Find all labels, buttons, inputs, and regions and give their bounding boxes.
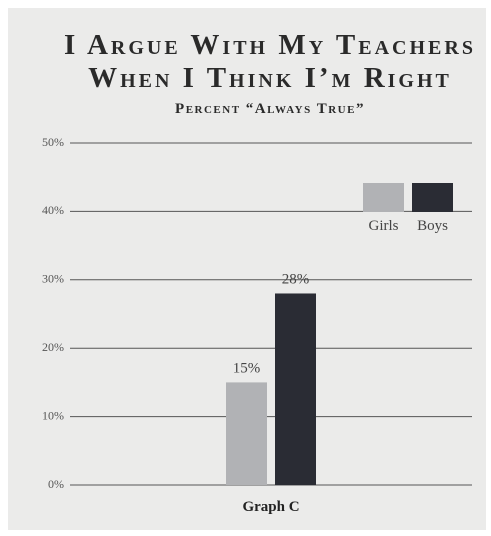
y-tick-label: 10% [42, 408, 64, 422]
y-tick-label: 30% [42, 272, 64, 286]
chart-title: When I Think I’m Right [88, 62, 452, 94]
y-tick-label: 50% [42, 135, 64, 149]
y-tick-label: 20% [42, 340, 64, 354]
value-label: 15% [233, 360, 261, 376]
legend-label: Boys [417, 218, 448, 234]
x-tick-label: Graph C [242, 499, 299, 515]
chart-subtitle: Percent “Always True” [175, 101, 365, 117]
legend-label: Girls [369, 218, 399, 234]
legend-swatch [363, 183, 404, 212]
y-tick-label: 0% [48, 477, 64, 491]
value-label: 28% [282, 271, 310, 287]
y-tick-label: 40% [42, 203, 64, 217]
legend-swatch [412, 183, 453, 212]
bar [275, 293, 316, 485]
chart-title: I Argue With My Teachers [64, 29, 476, 61]
bar [226, 382, 267, 485]
